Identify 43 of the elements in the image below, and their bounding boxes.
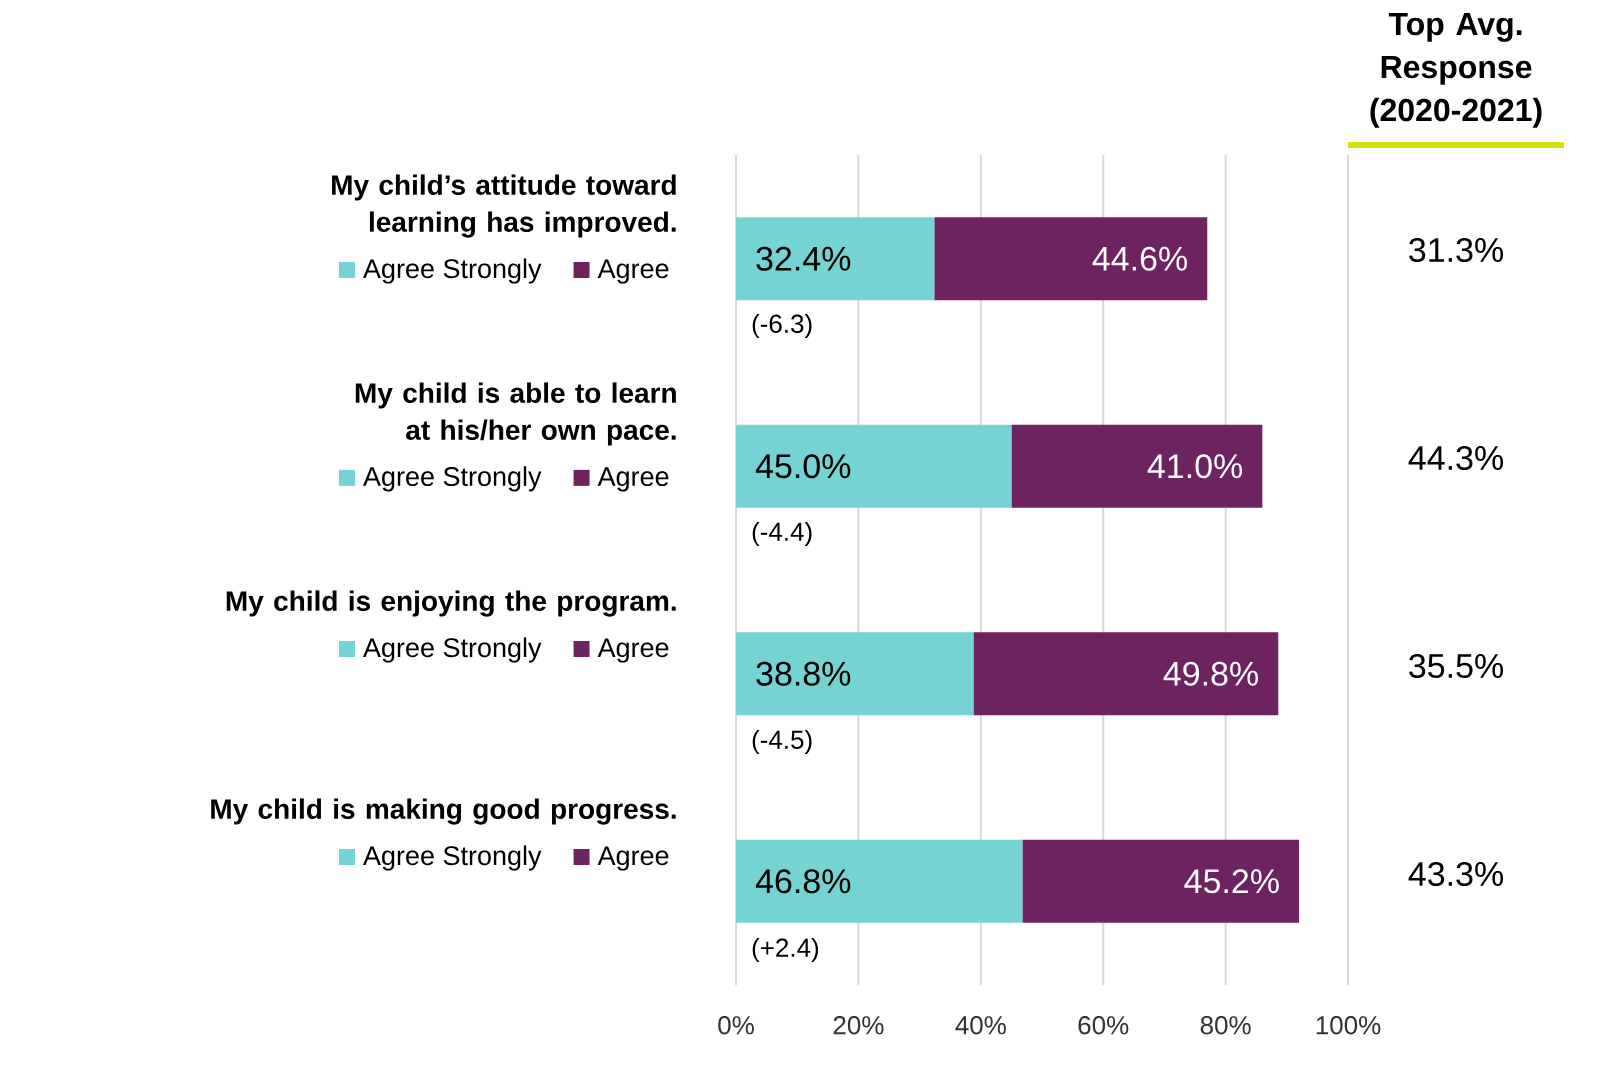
bar [736, 632, 974, 716]
text: Agree Strongly [363, 466, 542, 492]
y-tick-label: My child’s attitude toward learning has improved. [332, 174, 676, 238]
x-tick-label: 80% [1200, 1016, 1251, 1035]
legend-label: Agree [597, 259, 669, 284]
bar [736, 839, 1023, 923]
text: Agree [597, 638, 669, 663]
text: 31.3% [1409, 237, 1504, 263]
annotation: (-6.3) [752, 313, 812, 339]
text: Agree [597, 467, 669, 492]
text: 35.5% [1409, 653, 1504, 679]
x-tick-label: 40% [955, 1016, 1006, 1035]
bar [1022, 839, 1300, 923]
legend-label: Agree Strongly [363, 258, 542, 284]
x-tick-label: 100% [1316, 1016, 1381, 1035]
data-label: 38.8% [756, 661, 851, 686]
text: Top Avg. Response (2020-2021) [1370, 13, 1542, 128]
data-label: 44.6% [1092, 246, 1187, 271]
y-tick-label: My child is enjoying the program. [226, 590, 676, 617]
text: Agree Strongly [363, 637, 542, 663]
data-label: 45.0% [755, 454, 851, 479]
annotation: (-4.4) [752, 521, 812, 547]
x-tick-label: 0% [718, 1016, 754, 1035]
text: 43.3% [1408, 861, 1504, 887]
data-label: 41.0% [1147, 454, 1243, 479]
bar [736, 424, 1012, 508]
data-label: 45.2% [1184, 869, 1279, 894]
data-label: 49.8% [1163, 661, 1258, 686]
x-tick-label: 20% [833, 1016, 884, 1035]
x-tick-label: 60% [1078, 1016, 1129, 1035]
annotation: (+2.4) [752, 937, 819, 963]
y-tick-label: My child is able to learn at his/her own pace. [355, 382, 676, 446]
bar [934, 217, 1208, 301]
text: Agree Strongly [363, 845, 542, 871]
data-label: 32.4% [756, 246, 851, 271]
bar [973, 632, 1279, 716]
text: 44.3% [1408, 445, 1504, 471]
bar [1011, 424, 1263, 508]
text: Agree [597, 846, 669, 871]
bar [736, 217, 935, 301]
y-tick-label: My child is making good progress. [211, 798, 676, 825]
data-label: 46.8% [755, 869, 851, 894]
annotation: (-4.5) [752, 729, 812, 755]
